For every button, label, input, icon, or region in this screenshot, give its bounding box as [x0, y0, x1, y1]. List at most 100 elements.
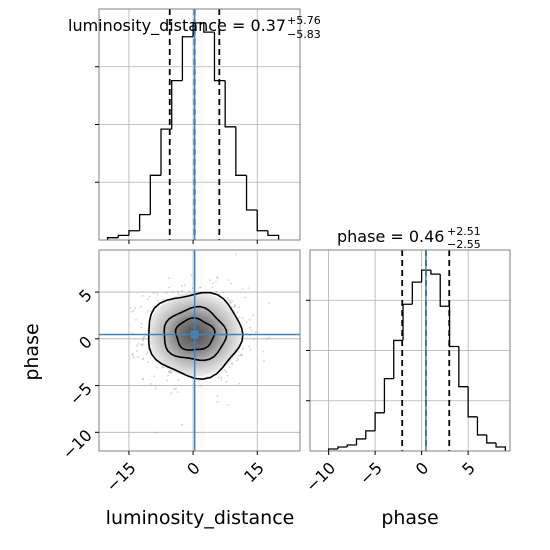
scatter-point: [180, 289, 183, 292]
scatter-point: [147, 298, 149, 301]
hist-ld-bin-0: [106, 237, 119, 240]
scatter-point: [238, 382, 241, 385]
scatter-point: [252, 314, 254, 317]
scatter-point: [135, 350, 138, 353]
hist-ld-bin-1: [117, 234, 129, 238]
scatter-point: [140, 326, 143, 329]
scatter-point: [181, 423, 183, 426]
scatter-point: [215, 277, 218, 280]
scatter-point: [154, 385, 157, 387]
scatter-point: [219, 293, 221, 296]
scatter-point: [132, 356, 135, 359]
scatter-point: [132, 352, 135, 355]
scatter-point: [155, 431, 158, 434]
scatter-point: [165, 292, 168, 294]
scatter-point: [94, 323, 96, 325]
scatter-point: [234, 304, 236, 307]
hist-phase-bin-5: [374, 412, 385, 431]
scatter-point: [234, 253, 237, 256]
joint-xtick-label-0: −15: [102, 458, 139, 495]
hist-ld-bin-10: [213, 32, 226, 82]
scatter-point: [161, 366, 164, 369]
scatter-point: [254, 331, 257, 334]
hist-phase-bin-6: [383, 377, 394, 413]
hist-ld-bin-5: [160, 128, 172, 176]
scatter-point: [247, 287, 250, 290]
hist-phase-xtick-label-0: −10: [302, 458, 339, 495]
scatter-point: [147, 361, 150, 364]
scatter-point: [244, 296, 247, 299]
hist-phase-bin-15: [467, 386, 478, 418]
hist-phase-bin-13: [448, 306, 459, 348]
scatter-point: [251, 329, 253, 332]
scatter-point: [153, 375, 156, 378]
hist-phase-bin-4: [365, 430, 376, 439]
hist-phase-bin-2: [346, 444, 357, 447]
scatter-point: [168, 286, 170, 289]
scatter-point: [132, 309, 135, 312]
scatter-point: [188, 290, 191, 293]
scatter-point: [131, 353, 134, 356]
scatter-point: [236, 311, 239, 314]
scatter-point: [180, 284, 183, 287]
scatter-point: [238, 316, 241, 319]
scatter-point: [149, 382, 152, 385]
title-luminosity-distance: luminosity_distance = 0.37: [68, 16, 286, 36]
hist-phase-xtick-label-3: 5: [458, 458, 479, 479]
scatter-point: [206, 375, 209, 378]
scatter-point: [183, 284, 186, 287]
scatter-point: [177, 293, 180, 295]
hist-phase-bin-3: [355, 438, 366, 445]
hist-phase-bin-10: [420, 269, 431, 283]
scatter-point: [225, 371, 228, 373]
scatter-point: [268, 302, 271, 305]
joint-truth-lines: [99, 250, 300, 451]
scatter-point: [222, 291, 225, 294]
title-luminosity-distance-upper: +5.76: [287, 14, 321, 27]
hist-phase-bin-14: [458, 346, 469, 388]
hist-phase-panel: −10 −5 0 5 phase = 0.46 +2.51 −2.55 phase: [302, 225, 511, 529]
scatter-point: [142, 336, 145, 339]
hist-ld-bin-8: [192, 22, 204, 37]
hist-phase-bin-17: [486, 434, 497, 444]
joint-ytick-label-1: −5: [66, 379, 96, 409]
title-phase-lower: −2.55: [447, 238, 481, 251]
scatter-point: [190, 274, 193, 277]
scatter-point: [216, 276, 219, 279]
title-luminosity-distance-lower: −5.83: [287, 28, 321, 41]
hist-ld-bin-15: [267, 230, 280, 240]
scatter-point: [147, 309, 150, 312]
scatter-point: [266, 338, 268, 340]
joint-density-panel: −15 0 15 −10 −5 0 5 phase luminosity_distance: [21, 249, 301, 529]
xlabel-luminosity-distance: luminosity_distance: [106, 507, 295, 529]
scatter-point: [229, 301, 232, 304]
hist-ld-bin-13: [245, 175, 258, 211]
scatter-point: [249, 348, 252, 351]
hist-ld-bin-2: [128, 230, 140, 236]
scatter-point: [173, 388, 176, 390]
joint-xtick-label-1: 0: [183, 458, 204, 479]
scatter-point: [161, 366, 163, 369]
scatter-point: [141, 343, 144, 346]
scatter-point: [215, 290, 218, 293]
scatter-point: [168, 371, 170, 373]
title-phase-upper: +2.51: [447, 225, 481, 238]
scatter-point: [141, 344, 144, 347]
scatter-point: [238, 354, 240, 357]
scatter-point: [240, 353, 243, 356]
hist-ld-bin-11: [224, 80, 236, 128]
scatter-point: [216, 394, 219, 397]
scatter-point: [198, 286, 201, 289]
scatter-point: [231, 300, 233, 302]
scatter-point: [240, 354, 243, 357]
hist-phase-bin-1: [337, 446, 348, 449]
scatter-point: [230, 362, 233, 365]
scatter-point: [268, 336, 270, 339]
scatter-point: [169, 371, 172, 373]
hist-luminosity-distance-ticks: [95, 66, 258, 244]
scatter-point: [140, 322, 143, 325]
scatter-point: [233, 305, 236, 308]
scatter-point: [253, 338, 255, 341]
scatter-point: [212, 282, 215, 285]
scatter-point: [154, 387, 157, 390]
